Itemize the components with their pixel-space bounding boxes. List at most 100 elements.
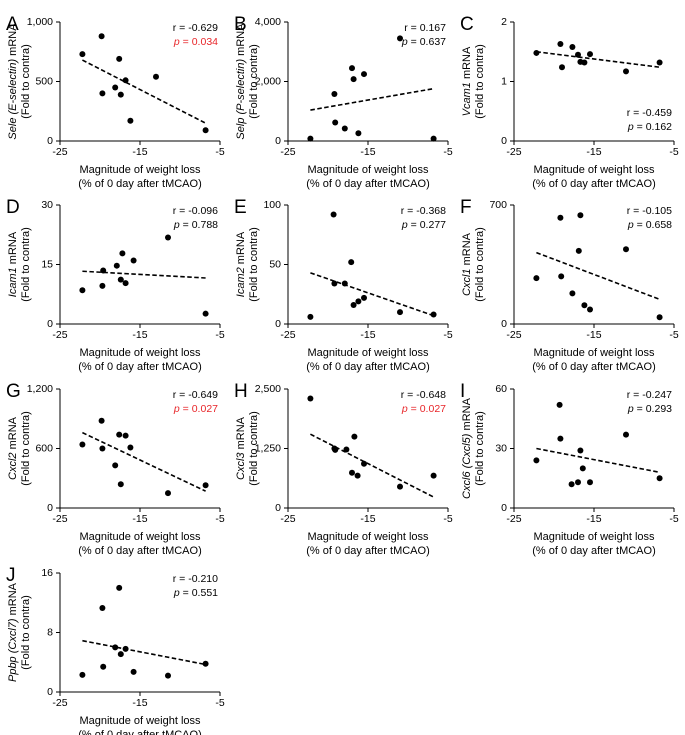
data-point	[331, 280, 338, 287]
p-value: p = 0.027	[173, 403, 218, 415]
data-point	[557, 214, 564, 221]
data-point	[577, 212, 584, 219]
x-axis-label-sub: (% of 0 day after tMCAO)	[306, 361, 429, 373]
p-value: p = 0.034	[173, 36, 218, 48]
gene-name: Cxcl1	[461, 268, 473, 296]
x-axis-label: Magnitude of weight loss	[307, 347, 429, 359]
y-tick-label: 0	[47, 318, 53, 330]
data-point	[430, 472, 437, 479]
data-point	[348, 259, 355, 266]
data-point	[79, 441, 86, 448]
p-value: p = 0.027	[401, 403, 446, 415]
panel-d: D 0 15 30 -25 -15 -5 Magnitude of weight loss (%…	[6, 197, 225, 373]
y-tick-label: 1,200	[27, 383, 53, 395]
x-axis-label-sub: (% of 0 day after tMCAO)	[306, 545, 429, 557]
trend-line	[310, 433, 434, 498]
r-value: r = -0.210	[173, 573, 218, 585]
y-axis-label: Sele (E-selectin) mRNA	[7, 23, 19, 140]
data-point	[557, 41, 564, 48]
y-tick-label: 100	[263, 199, 281, 211]
p-value-number: = 0.658	[634, 219, 672, 231]
data-point	[397, 35, 403, 42]
panel-e: E 0 50 100 -25 -15 -5 Magnitude of weight loss (…	[234, 197, 453, 373]
gene-name: Cxcl3	[235, 452, 247, 480]
y-tick-label: 16	[41, 567, 53, 579]
x-tick-label: -5	[669, 329, 678, 341]
data-point	[354, 472, 361, 479]
data-point	[99, 282, 106, 289]
y-tick-label: 0	[47, 686, 53, 698]
x-axis-label-sub: (% of 0 day after tMCAO)	[78, 361, 201, 373]
x-tick-label: -15	[360, 146, 375, 158]
x-axis-label: Magnitude of weight loss	[307, 531, 429, 543]
data-point	[568, 481, 575, 488]
panel-i: I 0 30 60 -25 -15 -5 Magnitude of weight loss (%…	[460, 381, 679, 557]
x-tick-label: -25	[52, 513, 67, 525]
data-point	[165, 490, 171, 497]
p-value-number: = 0.027	[408, 403, 446, 415]
y-axis-label: Icam2 mRNA	[235, 231, 247, 297]
y-axis-label: Ppbp (Cxcl7) mRNA	[7, 582, 19, 682]
panel-h: H 0 1,250 2,500 -25 -15 -5 Magnitude of weight …	[234, 381, 453, 557]
y-axis-label-suffix: mRNA	[461, 46, 473, 82]
x-tick-label: -25	[52, 329, 67, 341]
y-tick-label: 1,000	[27, 16, 53, 28]
data-point	[99, 90, 106, 97]
p-symbol: p	[173, 587, 180, 599]
data-point	[656, 59, 663, 66]
x-tick-label: -5	[215, 329, 224, 341]
x-tick-label: -25	[506, 513, 521, 525]
y-axis-label-suffix: mRNA	[7, 231, 19, 267]
data-point	[361, 460, 367, 467]
data-point	[127, 117, 134, 124]
data-point	[98, 417, 105, 424]
data-point	[355, 298, 362, 305]
data-point	[79, 671, 86, 678]
p-value-number: = 0.034	[180, 36, 218, 48]
p-symbol: p	[627, 403, 634, 415]
x-tick-label: -15	[586, 513, 601, 525]
data-point	[116, 431, 123, 438]
x-axis-label: Magnitude of weight loss	[307, 164, 429, 176]
y-tick-label: 0	[275, 135, 281, 147]
x-axis-label-sub: (% of 0 day after tMCAO)	[532, 361, 655, 373]
panel-letter: I	[460, 381, 465, 402]
y-tick-label: 0	[275, 502, 281, 514]
data-point	[165, 672, 171, 679]
y-tick-label: 30	[495, 442, 507, 454]
data-point	[397, 483, 403, 490]
panel-letter: H	[234, 381, 248, 402]
p-value: p = 0.162	[627, 121, 672, 133]
y-axis-label-suffix: mRNA	[235, 23, 247, 59]
trend-line	[536, 50, 660, 69]
x-tick-label: -15	[586, 329, 601, 341]
panel-letter: E	[234, 197, 247, 218]
y-axis-label-sub: (Fold to contra)	[20, 227, 32, 302]
x-axis-label: Magnitude of weight loss	[533, 531, 655, 543]
data-point	[122, 280, 129, 287]
data-point	[575, 51, 581, 58]
x-tick-label: -25	[52, 146, 67, 158]
data-point	[113, 262, 120, 269]
data-point	[397, 309, 403, 316]
x-tick-label: -5	[215, 513, 224, 525]
y-tick-label: 1	[501, 75, 507, 87]
x-tick-label: -5	[443, 513, 452, 525]
y-tick-label: 8	[47, 626, 53, 638]
trend-line	[310, 272, 434, 317]
y-tick-label: 0	[501, 318, 507, 330]
y-axis-label: Selp (P-selectin) mRNA	[235, 23, 247, 140]
r-value: r = -0.096	[173, 205, 218, 217]
x-axis-label-sub: (% of 0 day after tMCAO)	[78, 729, 201, 735]
p-value-number: = 0.551	[180, 587, 218, 599]
y-axis-label-sub: (Fold to contra)	[20, 595, 32, 670]
data-point	[130, 257, 137, 264]
r-value: r = -0.105	[627, 205, 672, 217]
r-value: r = -0.368	[401, 205, 446, 217]
p-symbol: p	[627, 219, 634, 231]
data-point	[343, 446, 350, 453]
p-value: p = 0.637	[401, 36, 446, 48]
data-point	[116, 55, 123, 62]
y-tick-label: 50	[269, 258, 281, 270]
r-value: r = -0.247	[627, 389, 672, 401]
